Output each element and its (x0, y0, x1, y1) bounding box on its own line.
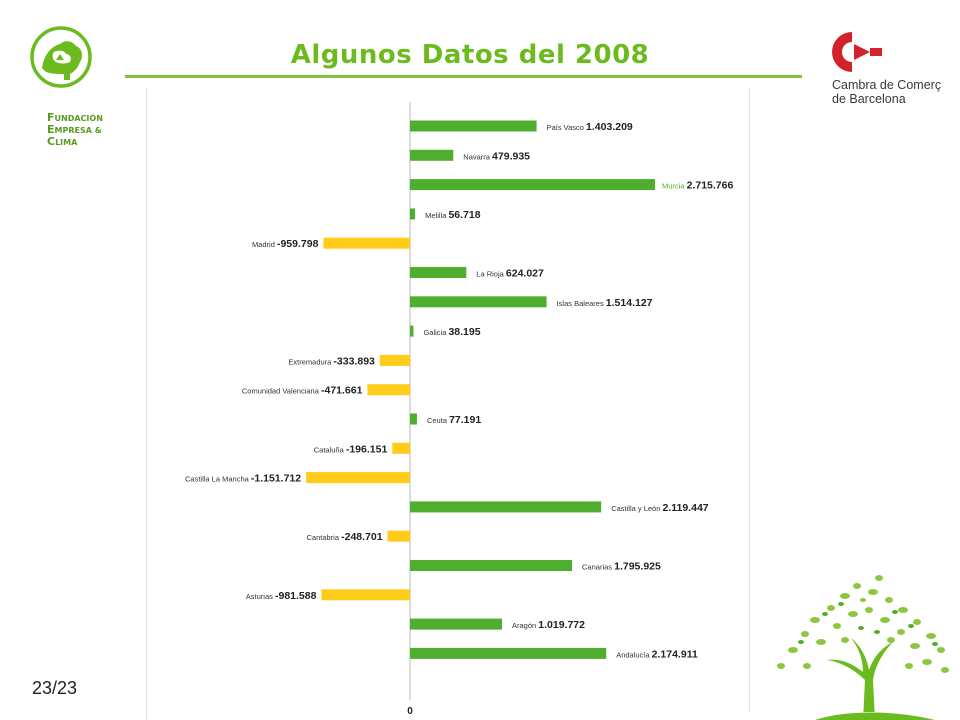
bar-label-extremadura: Extremadura -333.893 (288, 355, 375, 367)
bar-extremadura (379, 354, 410, 366)
bar-castilla-y-le-n (410, 501, 602, 513)
cambra-c-icon (832, 32, 882, 72)
bar-cantabria (387, 530, 410, 542)
bar-label-navarra: Navarra 479.935 (463, 150, 530, 162)
bar-label-castilla-la-mancha: Castilla La Mancha -1.151.712 (185, 473, 301, 485)
chart-panel (146, 88, 750, 720)
bar-la-rioja (410, 267, 467, 278)
bar-label-cantabria: Cantabria -248.701 (307, 531, 383, 543)
bar-asturias (321, 589, 410, 601)
bar-label-murcia: Murcia 2.715.766 (662, 180, 733, 192)
fundacion-empresa-clima-logo: FUNDACIÓN EMPRESA & CLIMA (30, 26, 126, 147)
bar-catalu-a (392, 442, 410, 454)
bar-label-islas-baleares: Islas Baleares 1.514.127 (557, 297, 653, 309)
bar-galicia (410, 325, 414, 337)
bar-label-comunidad-valenciana: Comunidad Valenciana -471.661 (242, 385, 363, 397)
title-underline (125, 75, 802, 78)
bar-pa-s-vasco (410, 120, 537, 132)
bar-label-catalu-a: Cataluña -196.151 (314, 443, 388, 455)
bar-islas-baleares (410, 296, 547, 308)
slide-title: Algunos Datos del 2008 (290, 40, 650, 70)
bar-label-arag-n: Aragón 1.019.772 (512, 619, 585, 631)
fec-emblem-icon (30, 26, 92, 88)
bar-ceuta (410, 413, 417, 425)
bar-castilla-la-mancha (306, 472, 410, 484)
bar-murcia (410, 179, 655, 191)
zero-tick-label: 0 (407, 706, 413, 717)
bar-melilla (410, 208, 416, 220)
page-number: 23/23 (32, 678, 78, 698)
bar-label-la-rioja: La Rioja 624.027 (476, 268, 544, 280)
bar-comunidad-valenciana (367, 384, 410, 396)
bar-label-asturias: Asturias -981.588 (246, 590, 317, 602)
bar-label-andaluc-a: Andalucía 2.174.911 (616, 648, 698, 660)
bar-label-madrid: Madrid -959.798 (252, 238, 319, 250)
bar-arag-n (410, 618, 502, 630)
bar-navarra (410, 149, 454, 161)
bar-madrid (323, 237, 410, 249)
decorative-tree-icon (745, 575, 960, 720)
bar-label-galicia: Galicia 38.195 (423, 326, 480, 338)
bar-label-castilla-y-le-n: Castilla y León 2.119.447 (611, 502, 709, 514)
bar-label-canarias: Canarias 1.795.925 (582, 561, 661, 573)
cambra-wordmark: Cambra de Comerç de Barcelona (832, 78, 942, 106)
bar-label-melilla: Melilla 56.718 (425, 209, 481, 221)
fec-wordmark: FUNDACIÓN EMPRESA & CLIMA (47, 111, 103, 148)
bar-andaluc-a (410, 647, 607, 659)
cambra-comerc-logo: Cambra de Comerç de Barcelona (830, 30, 950, 106)
regional-bar-chart: 0 País Vasco 1.403.209 Navarra 479.935 Mur… (185, 102, 733, 717)
bar-canarias (410, 560, 573, 571)
bar-label-pa-s-vasco: País Vasco 1.403.209 (547, 121, 633, 133)
bar-label-ceuta: Ceuta 77.191 (427, 414, 481, 426)
